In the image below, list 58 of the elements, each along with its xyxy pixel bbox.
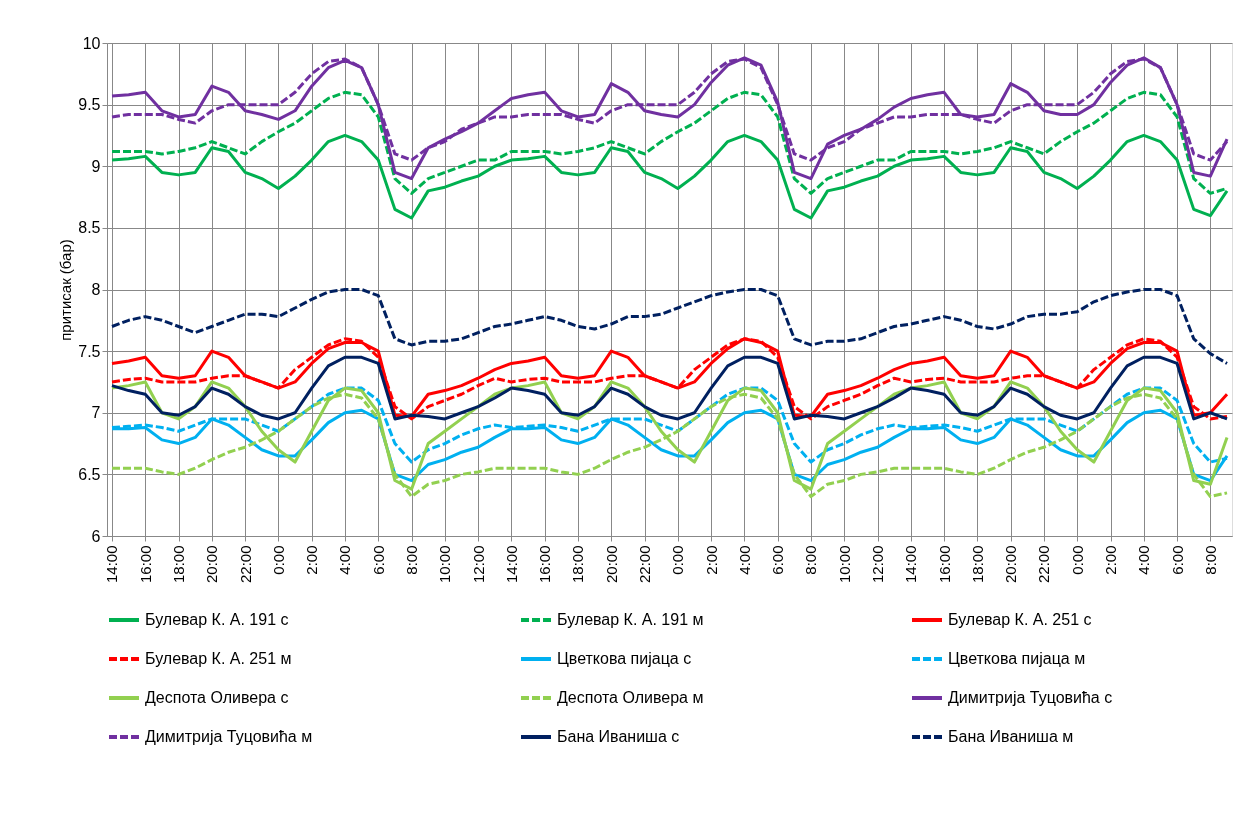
y-tick-label: 10 xyxy=(82,34,101,52)
x-tick-label: 2:00 xyxy=(1102,545,1120,575)
x-tick-label: 18:00 xyxy=(968,545,986,584)
x-tick-label: 4:00 xyxy=(1135,545,1153,575)
x-tick-label: 18:00 xyxy=(569,545,587,584)
legend-label: Бана Иваниша с xyxy=(557,728,680,745)
x-tick-label: 4:00 xyxy=(336,545,354,575)
legend-label: Булевар К. А. 251 с xyxy=(948,611,1092,628)
x-tick-label: 10:00 xyxy=(436,545,454,584)
line-series xyxy=(110,355,1229,421)
x-tick-label: 22:00 xyxy=(1035,545,1053,584)
y-tick-label: 7 xyxy=(91,404,101,422)
legend-label: Димитрија Туцовића м xyxy=(145,728,313,745)
x-tick-label: 12:00 xyxy=(469,545,487,584)
legend-label: Димитрија Туцовића с xyxy=(948,689,1113,706)
legend-label: Цветкова пијаца с xyxy=(557,650,692,667)
line-series xyxy=(110,288,1229,365)
y-tick-label: 9 xyxy=(91,157,101,175)
legend-label: Булевар К. А. 191 с xyxy=(145,611,289,628)
x-tick-label: 16:00 xyxy=(136,545,154,584)
x-tick-label: 16:00 xyxy=(935,545,953,584)
y-tick-label: 6.5 xyxy=(78,465,101,483)
x-tick-label: 14:00 xyxy=(902,545,920,584)
x-tick-label: 0:00 xyxy=(269,545,287,575)
legend-label: Цветкова пијаца м xyxy=(948,650,1086,667)
legend-label: Деспота Оливера м xyxy=(557,689,704,706)
y-tick-label: 9.5 xyxy=(78,96,101,114)
x-tick-label: 10:00 xyxy=(835,545,853,584)
x-tick-label: 0:00 xyxy=(669,545,687,575)
x-tick-label: 8:00 xyxy=(1201,545,1219,575)
x-tick-label: 0:00 xyxy=(1068,545,1086,575)
legend-label: Бана Иваниша м xyxy=(948,728,1074,745)
y-axis-title: притисак (бар) xyxy=(57,239,75,341)
x-tick-label: 20:00 xyxy=(602,545,620,584)
x-tick-label: 18:00 xyxy=(170,545,188,584)
x-tick-label: 6:00 xyxy=(769,545,787,575)
x-tick-label: 4:00 xyxy=(735,545,753,575)
x-tick-label: 14:00 xyxy=(103,545,121,584)
x-tick-label: 8:00 xyxy=(802,545,820,575)
y-tick-label: 8 xyxy=(91,281,101,298)
x-tick-label: 8:00 xyxy=(403,545,421,575)
y-tick-label: 7.5 xyxy=(78,342,101,360)
x-tick-label: 6:00 xyxy=(369,545,387,575)
y-tick-label: 6 xyxy=(91,527,101,545)
x-tick-label: 2:00 xyxy=(303,545,321,575)
x-tick-label: 2:00 xyxy=(702,545,720,575)
legend-label: Деспота Оливера с xyxy=(145,689,289,706)
x-tick-label: 20:00 xyxy=(203,545,221,584)
x-tick-label: 22:00 xyxy=(236,545,254,584)
legend-label: Булевар К. А. 251 м xyxy=(145,650,292,667)
y-tick-label: 8.5 xyxy=(78,219,101,237)
x-tick-label: 20:00 xyxy=(1002,545,1020,584)
x-tick-label: 16:00 xyxy=(536,545,554,584)
x-tick-label: 6:00 xyxy=(1168,545,1186,575)
x-tick-label: 12:00 xyxy=(869,545,887,584)
x-tick-label: 22:00 xyxy=(636,545,654,584)
x-tick-label: 14:00 xyxy=(502,545,520,584)
legend-label: Булевар К. А. 191 м xyxy=(557,611,704,628)
